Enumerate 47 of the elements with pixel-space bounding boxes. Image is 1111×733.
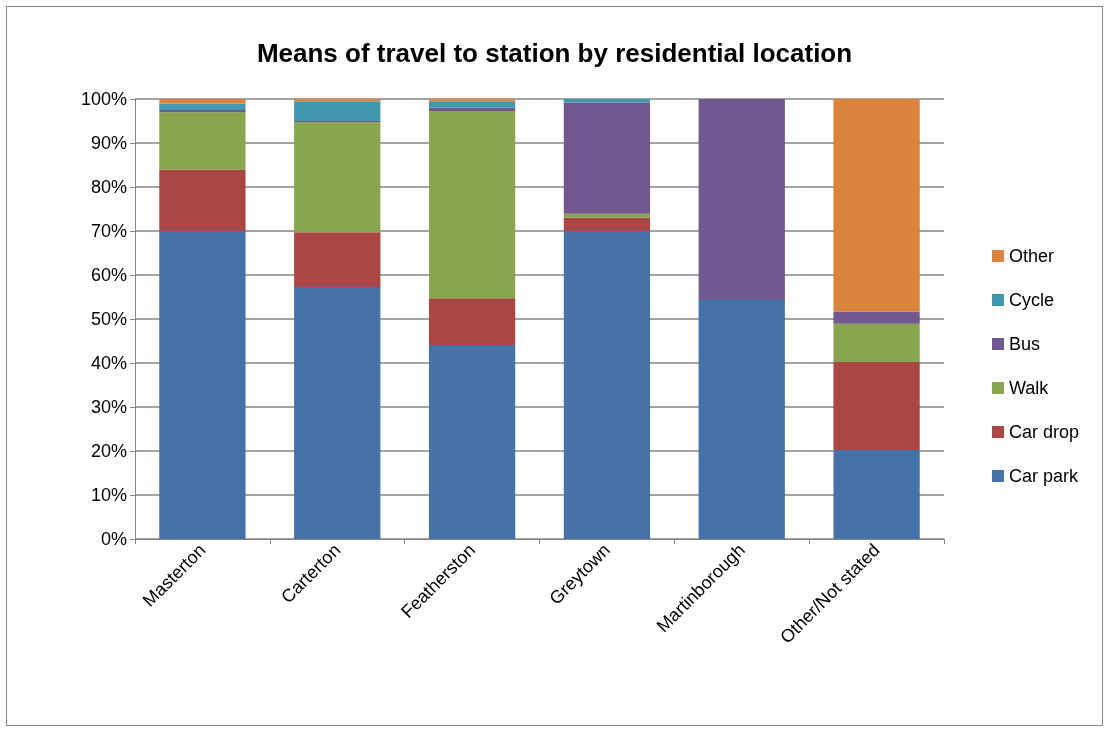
y-tick-label: 90% <box>90 133 127 153</box>
legend-label: Walk <box>1008 378 1050 398</box>
y-tick-label: 10% <box>90 485 127 505</box>
y-tick-label: 60% <box>90 265 127 285</box>
bar <box>294 286 381 539</box>
bar <box>294 101 381 121</box>
bar <box>294 99 381 102</box>
bar <box>428 99 516 102</box>
y-tick-label: 70% <box>90 221 127 241</box>
y-tick-label: 20% <box>90 441 127 461</box>
bar <box>159 169 246 231</box>
bar <box>428 110 516 299</box>
bar <box>833 99 920 312</box>
legend-label: Other <box>1008 246 1054 266</box>
bar <box>833 362 920 451</box>
y-tick-label: 0% <box>100 529 127 549</box>
bar <box>563 99 651 103</box>
bar <box>428 298 516 345</box>
legend-label: Bus <box>1008 334 1040 354</box>
bar <box>833 323 920 363</box>
bar <box>159 99 246 104</box>
y-tick-label: 40% <box>90 353 127 373</box>
y-tick-label: 30% <box>90 397 127 417</box>
legend-label: Cycle <box>1008 290 1054 310</box>
bar <box>159 103 246 110</box>
bar <box>563 217 651 231</box>
bar <box>698 99 785 301</box>
y-tick-label: 100% <box>80 89 127 109</box>
y-tick-label: 50% <box>90 309 127 329</box>
bar <box>428 101 516 108</box>
bar <box>428 344 516 539</box>
bar <box>294 122 381 233</box>
legend-label: Car park <box>1008 466 1079 486</box>
bar <box>428 107 516 111</box>
bar <box>159 231 246 539</box>
bar <box>294 232 381 287</box>
bar <box>563 213 651 218</box>
bar <box>698 300 785 539</box>
bar <box>563 102 651 214</box>
bar <box>833 450 920 539</box>
bar <box>563 231 651 539</box>
y-tick-label: 80% <box>90 177 127 197</box>
bar <box>159 110 246 113</box>
bar <box>833 311 920 324</box>
legend-label: Car drop <box>1008 422 1079 442</box>
bar <box>159 112 246 170</box>
chart-title: Means of travel to station by residential location <box>256 38 853 68</box>
